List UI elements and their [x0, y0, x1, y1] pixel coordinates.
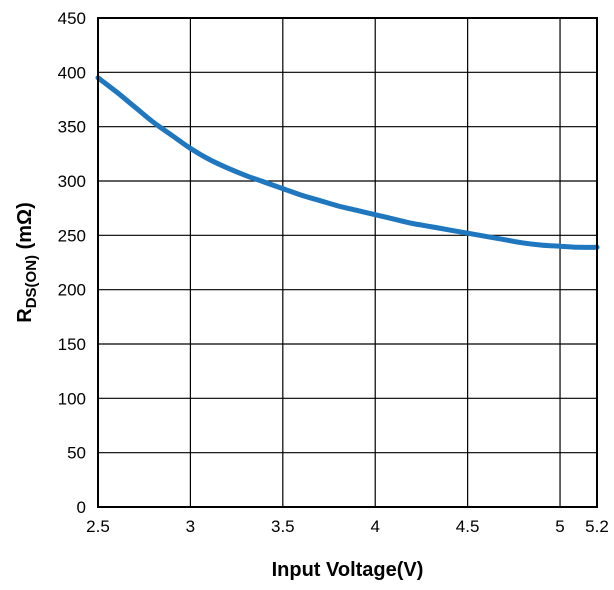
series-line: [95, 75, 600, 250]
x-tick-label: 3: [186, 517, 195, 536]
x-tick-label: 3.5: [271, 517, 295, 536]
x-tick-label: 5: [555, 517, 564, 536]
x-tick-label: 5.2: [585, 517, 609, 536]
y-axis-title-unit: (mΩ): [14, 202, 36, 255]
y-tick-label: 300: [58, 172, 86, 191]
y-axis-title: RDS(ON) (mΩ): [14, 202, 40, 322]
grid: [97, 17, 598, 508]
x-axis-title: Input Voltage(V): [272, 559, 424, 581]
y-tick-label: 350: [58, 118, 86, 137]
y-tick-label: 200: [58, 281, 86, 300]
x-tick-labels: 2.5 3 3.5 4 4.5 5 5.2: [86, 517, 609, 536]
y-tick-label: 100: [58, 389, 86, 408]
y-tick-label: 50: [67, 444, 86, 463]
y-tick-label: 250: [58, 226, 86, 245]
y-axis-title-subscript: DS(ON): [23, 255, 40, 308]
x-tick-label: 4: [370, 517, 379, 536]
y-tick-labels: 0 50 100 150 200 250 300 350 400 450: [58, 9, 86, 517]
y-tick-label: 150: [58, 335, 86, 354]
y-tick-label: 400: [58, 63, 86, 82]
y-tick-label: 0: [77, 498, 86, 517]
x-tick-label: 2.5: [86, 517, 110, 536]
series-layer: [95, 75, 600, 250]
y-axis-title-main: R: [14, 308, 36, 323]
plot-frame: [97, 17, 598, 508]
y-tick-label: 450: [58, 9, 86, 28]
x-tick-label: 4.5: [456, 517, 480, 536]
